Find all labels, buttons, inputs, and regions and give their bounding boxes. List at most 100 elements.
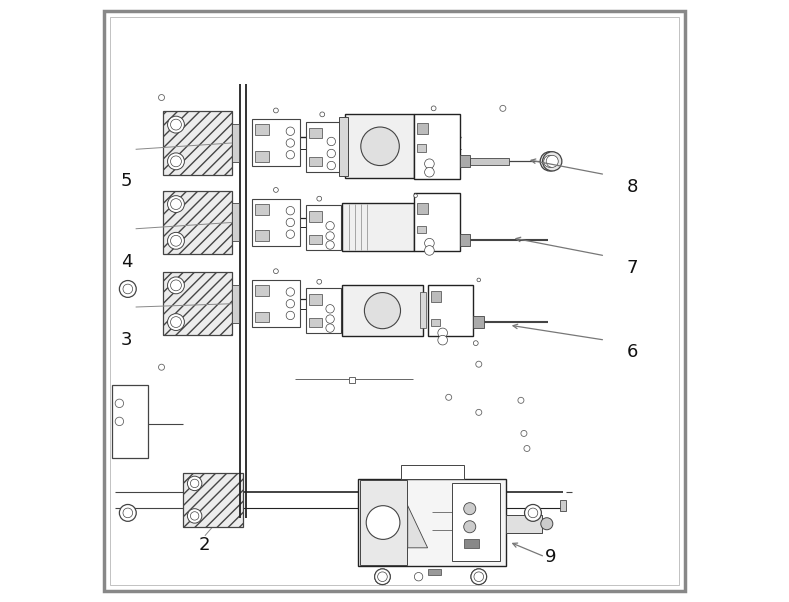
Bar [358,479,506,566]
Circle shape [438,335,447,345]
Circle shape [167,116,185,133]
Bar [417,144,426,152]
Circle shape [286,206,294,215]
Bar [306,205,341,250]
Circle shape [424,167,434,177]
Circle shape [446,394,451,400]
Bar [421,292,426,328]
Bar [459,234,470,246]
Circle shape [464,521,476,533]
Circle shape [543,152,562,171]
Circle shape [474,572,484,582]
Bar [256,285,269,296]
Circle shape [326,232,335,240]
Circle shape [424,159,434,169]
Circle shape [159,95,165,101]
Bar [417,203,428,214]
Circle shape [167,232,185,249]
Bar [256,231,269,241]
Circle shape [170,156,181,167]
Circle shape [471,569,487,585]
Circle shape [471,569,487,585]
Circle shape [170,119,181,130]
Circle shape [317,196,322,201]
Bar [431,291,442,302]
Polygon shape [408,506,428,548]
Circle shape [476,409,482,415]
Bar [252,199,300,246]
Bar [560,500,566,510]
Circle shape [119,504,136,521]
Circle shape [432,106,436,111]
Bar [350,377,355,383]
Circle shape [378,572,387,582]
Bar [417,123,428,134]
Circle shape [473,341,478,346]
Bar [309,211,322,222]
Circle shape [167,153,185,170]
Bar [309,318,322,327]
Bar [451,483,500,561]
Text: 3: 3 [121,331,133,349]
Bar [464,539,479,548]
Circle shape [424,246,434,255]
Circle shape [326,315,335,323]
Bar [252,281,300,327]
Bar [163,111,232,175]
Bar [309,128,322,138]
Circle shape [540,518,553,530]
Circle shape [274,108,279,113]
Circle shape [375,569,391,585]
Bar [309,157,322,166]
Circle shape [190,479,199,488]
Bar [306,122,345,172]
Circle shape [424,238,434,248]
Bar [163,272,232,335]
Circle shape [167,196,185,213]
Text: 2: 2 [199,536,211,554]
Bar [431,319,439,326]
Circle shape [115,417,124,426]
Bar [414,114,459,179]
Circle shape [170,199,181,209]
Circle shape [286,138,294,147]
Bar [182,473,243,527]
Bar [342,285,424,336]
Text: 5: 5 [121,172,133,190]
Circle shape [123,284,133,294]
Circle shape [286,150,294,159]
Circle shape [188,509,202,523]
Circle shape [500,105,506,111]
Circle shape [170,317,181,327]
Circle shape [464,503,476,515]
Circle shape [167,277,185,294]
Circle shape [190,512,199,520]
Circle shape [286,127,294,135]
Circle shape [365,293,401,329]
Bar [256,125,269,135]
Bar [256,204,269,215]
Circle shape [326,324,335,332]
Circle shape [375,569,391,585]
Circle shape [274,268,279,273]
Text: 9: 9 [545,548,557,566]
Circle shape [414,573,423,581]
Bar [345,114,414,178]
Bar [470,158,510,165]
Bar [256,151,269,162]
Circle shape [413,194,417,197]
Circle shape [518,397,524,403]
Circle shape [170,235,181,246]
Bar [360,480,406,565]
Circle shape [286,218,294,227]
Circle shape [544,155,555,167]
Circle shape [438,328,447,338]
Bar [232,285,239,323]
Circle shape [540,152,559,171]
Circle shape [167,314,185,330]
Circle shape [326,305,335,313]
Circle shape [327,137,335,146]
Bar [342,203,414,251]
Circle shape [286,311,294,320]
Bar [506,515,542,533]
